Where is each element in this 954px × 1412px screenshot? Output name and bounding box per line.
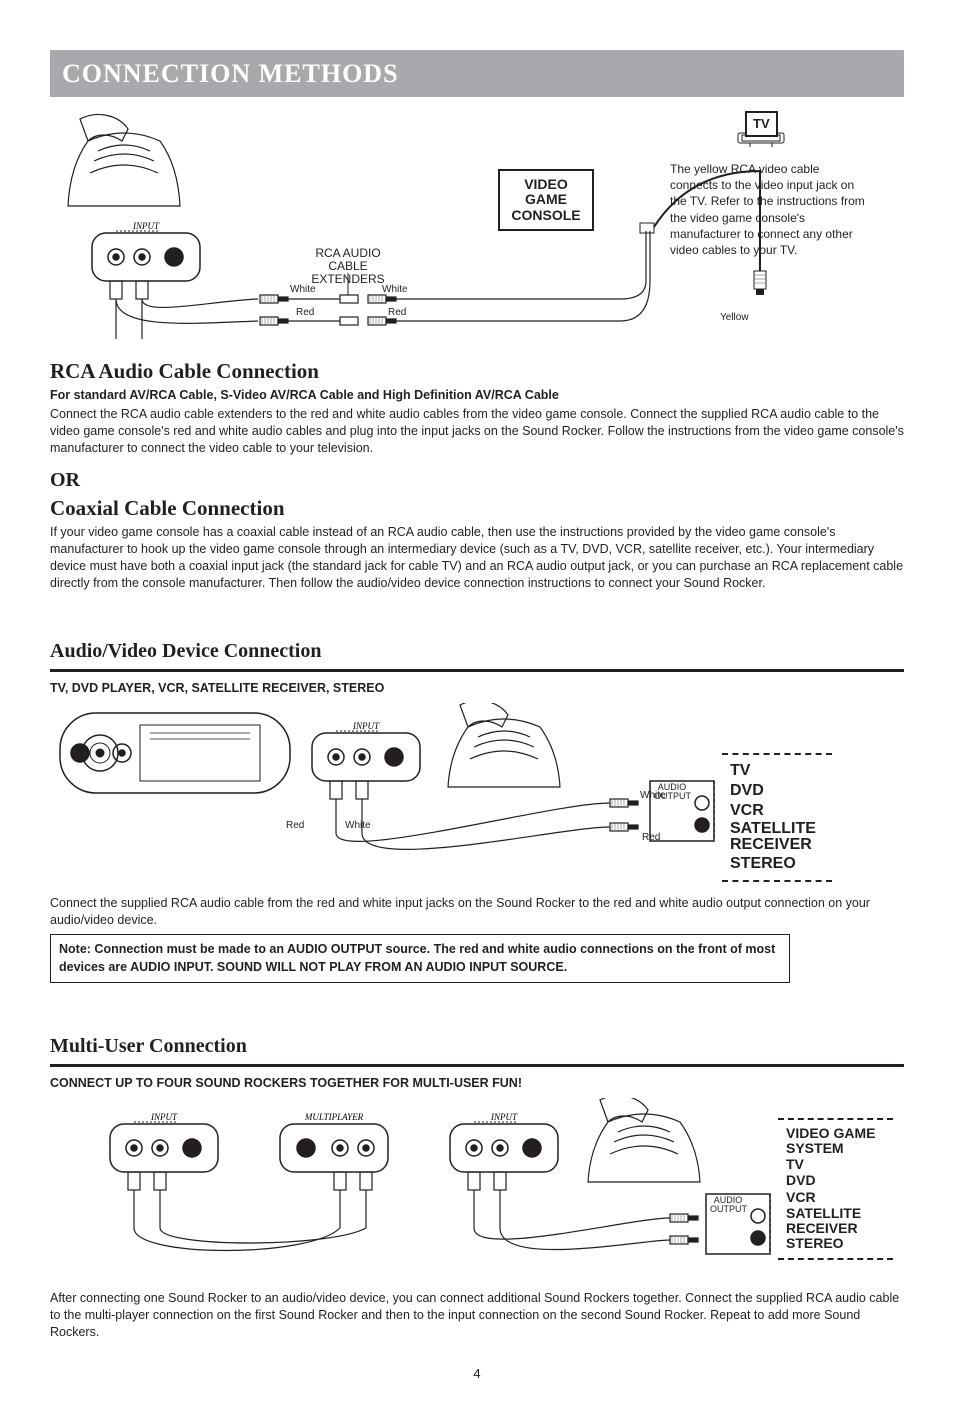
red-label-right: Red	[388, 306, 406, 320]
device-stereo: STEREO	[730, 854, 832, 874]
device-tv-2: TV	[786, 1156, 893, 1173]
video-game-console-label: VIDEOGAMECONSOLE	[498, 169, 594, 231]
device-satellite-2: SATELLITE RECEIVER	[786, 1206, 893, 1235]
red-label-2: Red	[642, 831, 660, 845]
section-title-bar: CONNECTION METHODS	[50, 50, 904, 97]
coax-heading: Coaxial Cable Connection	[50, 494, 904, 522]
device-vcr-2: VCR	[786, 1189, 893, 1206]
red-label-left: Red	[296, 306, 314, 320]
diagram-multi: INPUT MULTIPLAYER INPUT	[50, 1098, 904, 1288]
multi-subhead: CONNECT UP TO FOUR SOUND ROCKERS TOGETHE…	[50, 1075, 904, 1092]
device-stereo-2: STEREO	[786, 1235, 893, 1252]
multi-heading: Multi-User Connection	[50, 1033, 904, 1067]
diagram3-svg: INPUT MULTIPLAYER INPUT	[50, 1098, 904, 1288]
device-dvd: DVD	[730, 781, 832, 801]
rca-body: Connect the RCA audio cable extenders to…	[50, 406, 904, 457]
device-list-2: VIDEO GAME SYSTEM TV DVD VCR SATELLITE R…	[778, 1118, 893, 1260]
or-heading: OR	[50, 467, 904, 494]
diagram-avd: INPUT Red	[50, 703, 904, 893]
svg-text:INPUT: INPUT	[132, 221, 160, 231]
device-tv: TV	[730, 761, 832, 781]
audio-output-label-2: AUDIOOUTPUT	[710, 1196, 746, 1214]
tv-label: TV	[745, 111, 778, 137]
tv-caption: The yellow RCA video cable connects to t…	[670, 161, 870, 258]
audio-output-label: AUDIOOUTPUT	[654, 783, 690, 801]
avd-heading: Audio/Video Device Connection	[50, 638, 904, 672]
diagram-rca-connection: INPUT	[50, 111, 904, 351]
red-label: Red	[286, 819, 304, 833]
coax-body: If your video game console has a coaxial…	[50, 524, 904, 592]
device-list: TV DVD VCR SATELLITE RECEIVER STEREO	[722, 753, 832, 883]
multi-body: After connecting one Sound Rocker to an …	[50, 1290, 904, 1341]
avd-body: Connect the supplied RCA audio cable fro…	[50, 895, 904, 929]
avd-note: Note: Connection must be made to an AUDI…	[50, 934, 790, 983]
white-label-left: White	[290, 283, 316, 297]
svg-text:MULTIPLAYER: MULTIPLAYER	[304, 1112, 364, 1122]
white-label-right: White	[382, 283, 408, 297]
svg-text:INPUT: INPUT	[490, 1112, 518, 1122]
rca-subhead: For standard AV/RCA Cable, S-Video AV/RC…	[50, 387, 904, 404]
svg-text:INPUT: INPUT	[352, 721, 380, 731]
device-vcr: VCR	[730, 801, 832, 821]
yellow-label: Yellow	[720, 311, 749, 325]
avd-subhead: TV, DVD PLAYER, VCR, SATELLITE RECEIVER,…	[50, 680, 904, 697]
device-vgs: VIDEO GAME SYSTEM	[786, 1126, 893, 1155]
svg-text:INPUT: INPUT	[150, 1112, 178, 1122]
device-dvd-2: DVD	[786, 1172, 893, 1189]
page-number: 4	[50, 1365, 904, 1383]
rca-heading: RCA Audio Cable Connection	[50, 357, 904, 385]
cable-extenders-title: RCA AUDIO CABLEEXTENDERS	[298, 247, 398, 287]
white-label: White	[345, 819, 371, 833]
device-satellite: SATELLITE RECEIVER	[730, 821, 832, 855]
